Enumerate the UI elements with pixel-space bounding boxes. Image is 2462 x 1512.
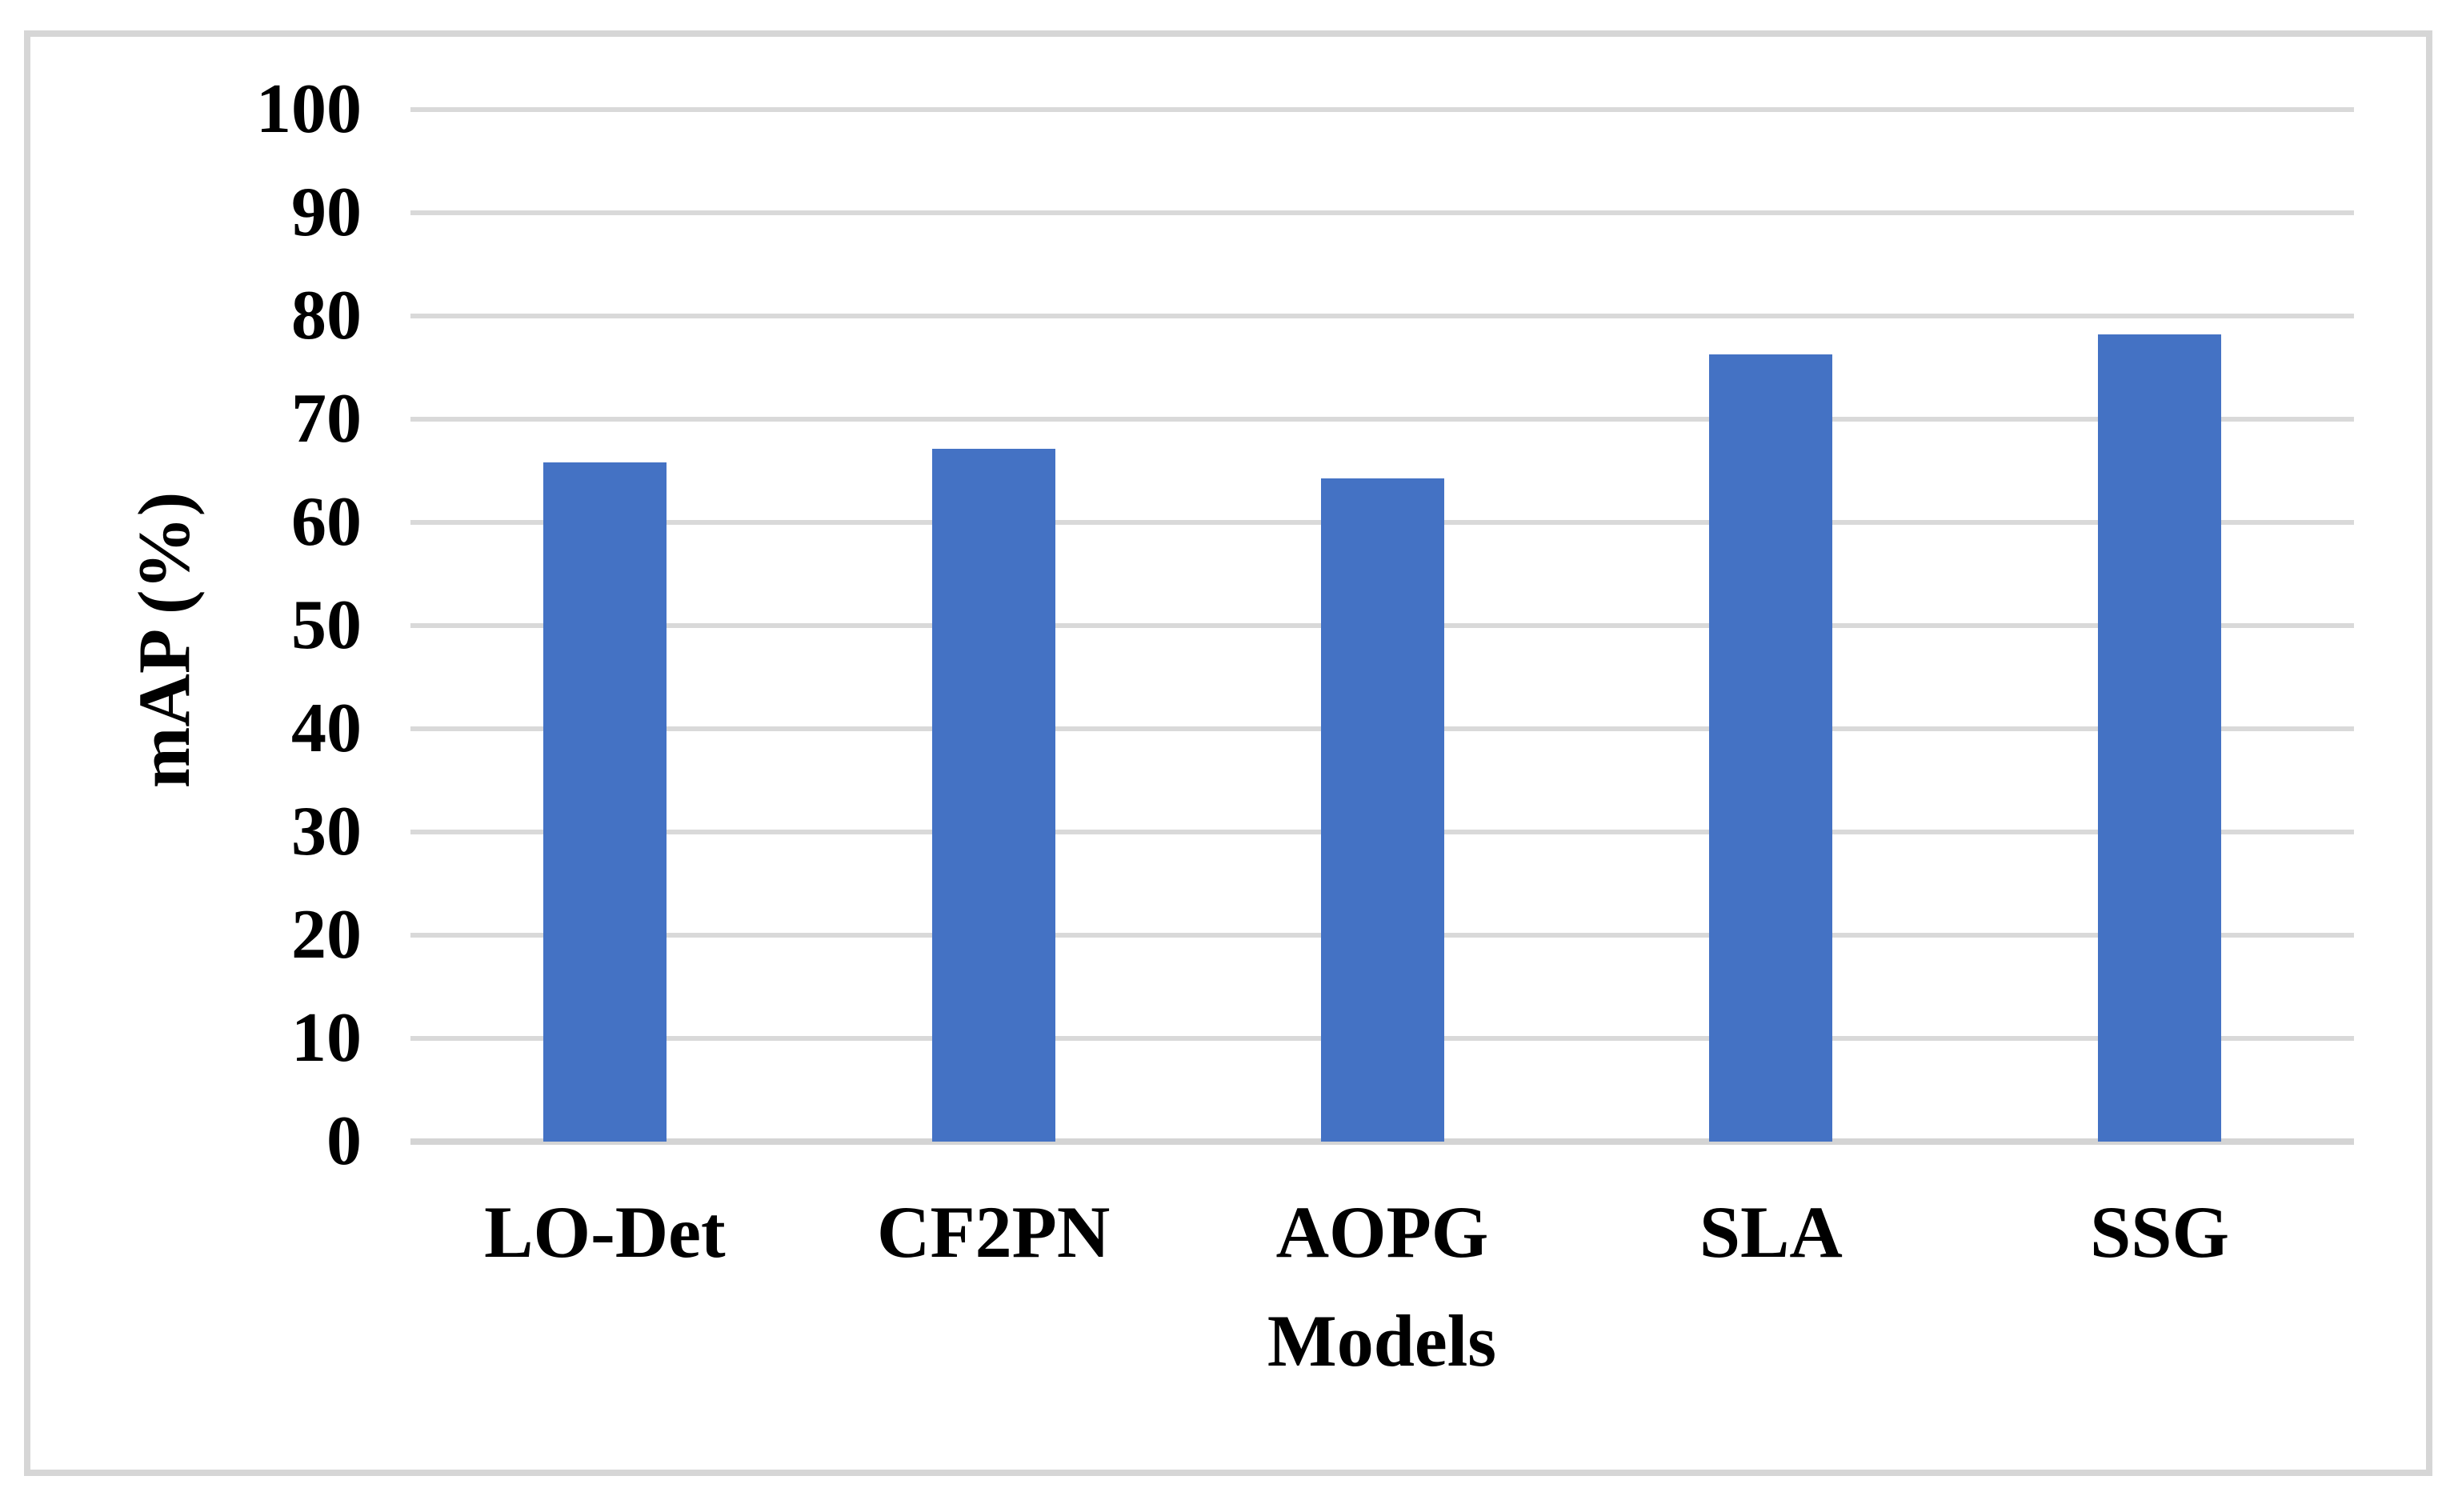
x-category-label-cf2pn: CF2PN bbox=[877, 1191, 1111, 1273]
x-category-label-aopg: AOPG bbox=[1275, 1191, 1489, 1273]
gridline-80 bbox=[410, 314, 2354, 318]
bar-ssg bbox=[2098, 334, 2222, 1142]
bar-lo-det bbox=[542, 462, 667, 1142]
y-tick-label-100: 100 bbox=[256, 70, 362, 148]
x-axis-line bbox=[410, 1138, 2354, 1145]
y-axis-title: mAP (%) bbox=[123, 491, 205, 789]
chart-frame bbox=[24, 30, 2432, 1476]
gridline-90 bbox=[410, 210, 2354, 215]
y-tick-label-90: 90 bbox=[291, 174, 362, 251]
bar-aopg bbox=[1320, 478, 1444, 1142]
x-category-label-ssg: SSG bbox=[2090, 1191, 2230, 1273]
y-tick-label-0: 0 bbox=[326, 1102, 362, 1180]
y-tick-label-50: 50 bbox=[291, 586, 362, 664]
y-tick-label-10: 10 bbox=[291, 999, 362, 1077]
y-tick-label-40: 40 bbox=[291, 690, 362, 767]
y-tick-label-80: 80 bbox=[291, 277, 362, 354]
y-tick-label-60: 60 bbox=[291, 483, 362, 561]
y-tick-label-70: 70 bbox=[291, 380, 362, 458]
bar-cf2pn bbox=[931, 449, 1055, 1142]
x-axis-title: Models bbox=[1267, 1300, 1497, 1382]
gridline-70 bbox=[410, 417, 2354, 422]
x-category-label-sla: SLA bbox=[1699, 1191, 1843, 1273]
bar-sla bbox=[1709, 354, 1833, 1142]
gridline-100 bbox=[410, 107, 2354, 112]
y-tick-label-30: 30 bbox=[291, 793, 362, 870]
y-tick-label-20: 20 bbox=[291, 896, 362, 974]
plot-area bbox=[410, 107, 2354, 1145]
x-category-label-lo-det: LO-Det bbox=[484, 1191, 726, 1273]
